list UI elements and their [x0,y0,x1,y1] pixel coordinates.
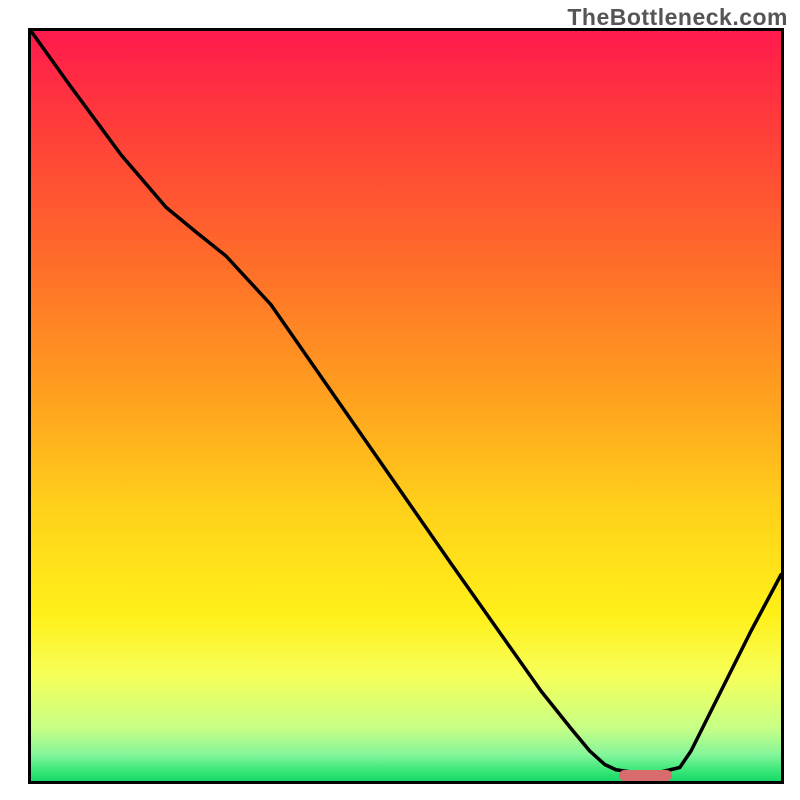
watermark-text: TheBottleneck.com [567,4,788,31]
chart-stage: TheBottleneck.com [0,0,800,800]
bottleneck-curve [31,31,781,772]
plot-area [28,28,784,784]
optimal-range-marker [619,770,672,781]
curve-overlay [31,31,781,781]
